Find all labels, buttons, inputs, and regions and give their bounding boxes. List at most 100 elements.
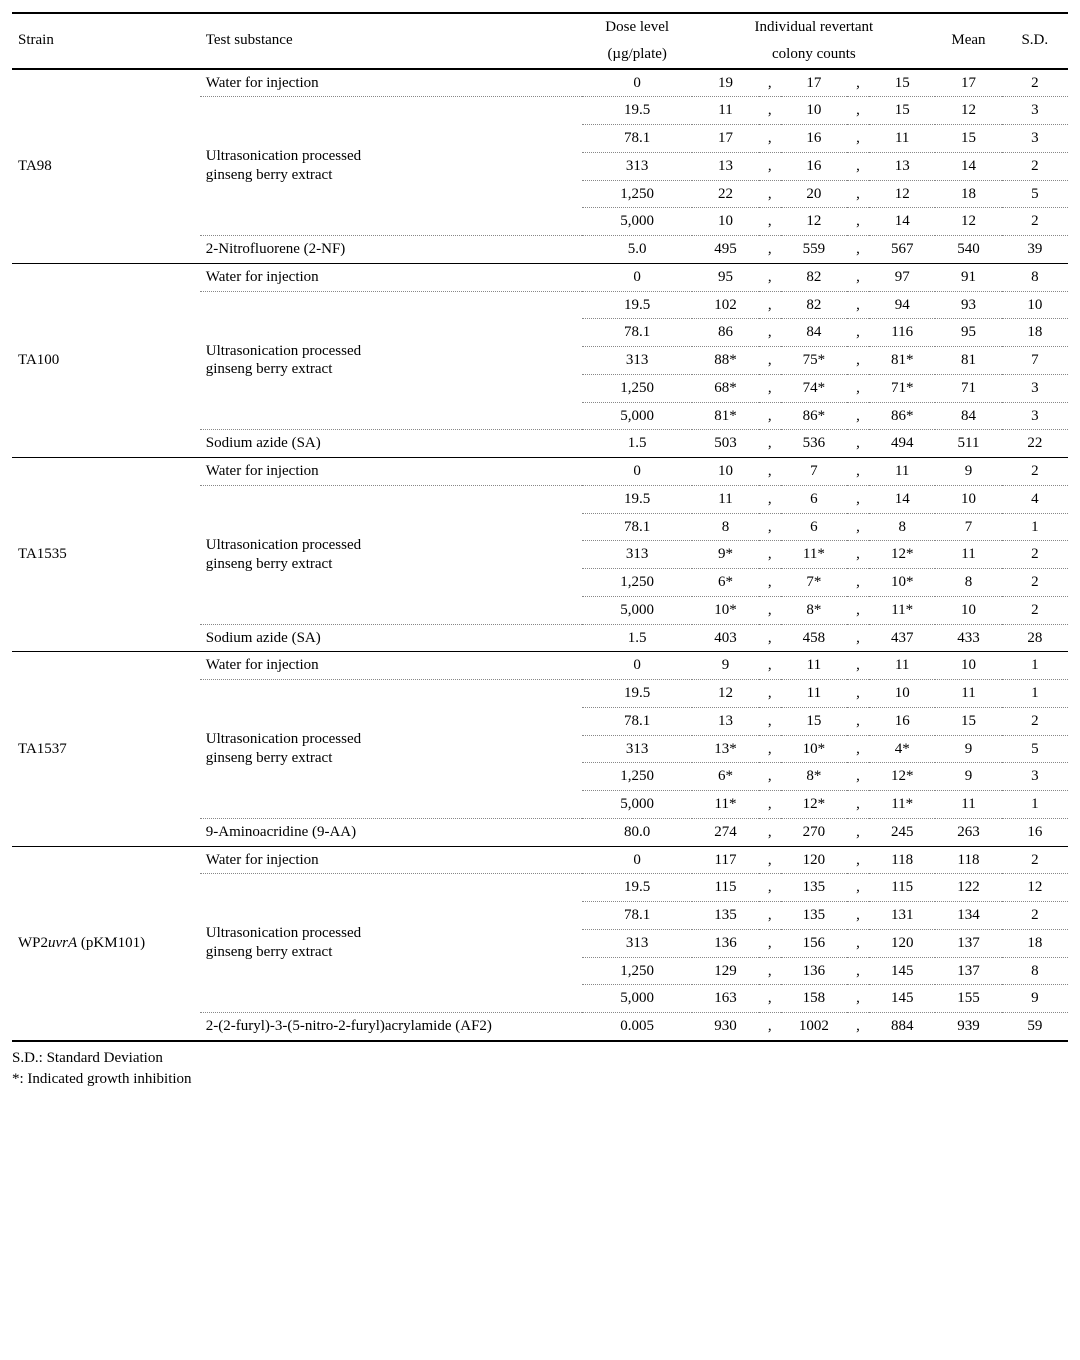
separator: , xyxy=(759,569,781,597)
rev-value: 13* xyxy=(692,735,758,763)
rev-value: 13 xyxy=(692,707,758,735)
rev-value: 11* xyxy=(781,541,847,569)
sd-cell: 2 xyxy=(1002,152,1068,180)
sd-cell: 2 xyxy=(1002,458,1068,486)
rev-value: 81* xyxy=(869,347,935,375)
sd-cell: 59 xyxy=(1002,1013,1068,1041)
sd-cell: 2 xyxy=(1002,902,1068,930)
separator: , xyxy=(847,402,869,430)
sd-cell: 8 xyxy=(1002,263,1068,291)
rev-value: 163 xyxy=(692,985,758,1013)
separator: , xyxy=(847,374,869,402)
separator: , xyxy=(847,735,869,763)
sd-cell: 3 xyxy=(1002,374,1068,402)
separator: , xyxy=(759,735,781,763)
sd-cell: 3 xyxy=(1002,97,1068,125)
mean-cell: 118 xyxy=(935,846,1001,874)
dose-cell: 19.5 xyxy=(582,97,692,125)
dose-cell: 313 xyxy=(582,347,692,375)
mean-cell: 263 xyxy=(935,818,1001,846)
sd-cell: 18 xyxy=(1002,929,1068,957)
dose-cell: 1,250 xyxy=(582,180,692,208)
substance-cell: Water for injection xyxy=(200,652,582,680)
mean-cell: 95 xyxy=(935,319,1001,347)
separator: , xyxy=(759,263,781,291)
rev-value: 10 xyxy=(781,97,847,125)
dose-cell: 19.5 xyxy=(582,874,692,902)
rev-value: 71* xyxy=(869,374,935,402)
separator: , xyxy=(847,680,869,708)
separator: , xyxy=(847,319,869,347)
sd-cell: 5 xyxy=(1002,180,1068,208)
sd-cell: 3 xyxy=(1002,402,1068,430)
separator: , xyxy=(759,458,781,486)
rev-value: 11 xyxy=(869,125,935,153)
dose-cell: 0 xyxy=(582,69,692,97)
sd-cell: 1 xyxy=(1002,513,1068,541)
col-strain: Strain xyxy=(12,13,200,69)
mean-cell: 81 xyxy=(935,347,1001,375)
separator: , xyxy=(847,652,869,680)
separator: , xyxy=(759,818,781,846)
separator: , xyxy=(759,69,781,97)
mean-cell: 511 xyxy=(935,430,1001,458)
rev-value: 9* xyxy=(692,541,758,569)
rev-value: 12 xyxy=(869,180,935,208)
rev-value: 145 xyxy=(869,957,935,985)
rev-value: 116 xyxy=(869,319,935,347)
separator: , xyxy=(759,180,781,208)
dose-cell: 19.5 xyxy=(582,485,692,513)
rev-value: 102 xyxy=(692,291,758,319)
rev-value: 270 xyxy=(781,818,847,846)
rev-value: 11* xyxy=(692,791,758,819)
rev-value: 559 xyxy=(781,236,847,264)
separator: , xyxy=(847,763,869,791)
rev-value: 86 xyxy=(692,319,758,347)
rev-value: 567 xyxy=(869,236,935,264)
rev-value: 12* xyxy=(869,541,935,569)
dose-cell: 78.1 xyxy=(582,902,692,930)
mean-cell: 122 xyxy=(935,874,1001,902)
mean-cell: 71 xyxy=(935,374,1001,402)
rev-value: 145 xyxy=(869,985,935,1013)
separator: , xyxy=(759,402,781,430)
rev-value: 81* xyxy=(692,402,758,430)
dose-cell: 1,250 xyxy=(582,957,692,985)
rev-value: 7* xyxy=(781,569,847,597)
rev-value: 11 xyxy=(869,458,935,486)
rev-value: 7 xyxy=(781,458,847,486)
mean-cell: 14 xyxy=(935,152,1001,180)
rev-value: 437 xyxy=(869,624,935,652)
rev-value: 94 xyxy=(869,291,935,319)
rev-value: 74* xyxy=(781,374,847,402)
separator: , xyxy=(759,874,781,902)
sd-cell: 12 xyxy=(1002,874,1068,902)
strain-cell: WP2uvrA (pKM101) xyxy=(12,846,200,1041)
mean-cell: 11 xyxy=(935,680,1001,708)
mean-cell: 9 xyxy=(935,735,1001,763)
separator: , xyxy=(847,596,869,624)
mean-cell: 9 xyxy=(935,763,1001,791)
rev-value: 6 xyxy=(781,513,847,541)
rev-value: 245 xyxy=(869,818,935,846)
rev-value: 82 xyxy=(781,291,847,319)
rev-value: 11 xyxy=(869,652,935,680)
col-substance: Test substance xyxy=(200,13,582,69)
separator: , xyxy=(759,374,781,402)
rev-value: 86* xyxy=(869,402,935,430)
sd-cell: 1 xyxy=(1002,680,1068,708)
dose-cell: 5,000 xyxy=(582,791,692,819)
rev-value: 136 xyxy=(692,929,758,957)
mean-cell: 18 xyxy=(935,180,1001,208)
table-row: TA98Water for injection019,17,15172 xyxy=(12,69,1068,97)
separator: , xyxy=(759,791,781,819)
separator: , xyxy=(847,624,869,652)
dose-cell: 1,250 xyxy=(582,374,692,402)
substance-cell: Water for injection xyxy=(200,846,582,874)
revertant-table: Strain Test substance Dose level Individ… xyxy=(12,12,1068,1042)
separator: , xyxy=(759,652,781,680)
col-sd: S.D. xyxy=(1002,13,1068,69)
separator: , xyxy=(847,458,869,486)
rev-value: 82 xyxy=(781,263,847,291)
rev-value: 15 xyxy=(869,97,935,125)
